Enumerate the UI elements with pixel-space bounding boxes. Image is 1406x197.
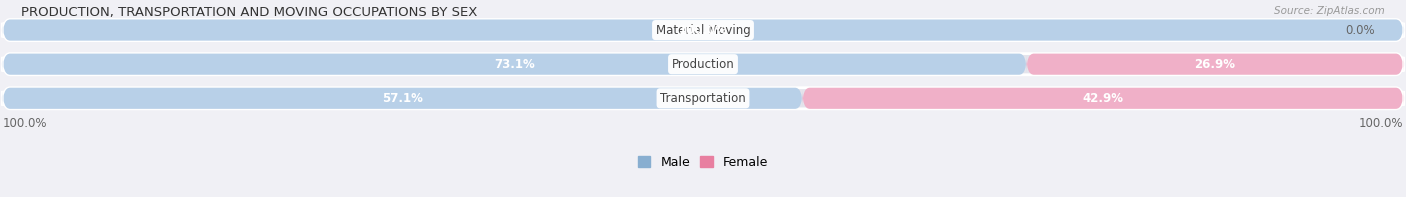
FancyBboxPatch shape: [1026, 54, 1403, 75]
Text: 100.0%: 100.0%: [679, 24, 727, 37]
FancyBboxPatch shape: [3, 20, 1403, 41]
Text: 26.9%: 26.9%: [1194, 58, 1236, 71]
FancyBboxPatch shape: [803, 88, 1403, 109]
Text: 0.0%: 0.0%: [1346, 24, 1375, 37]
FancyBboxPatch shape: [3, 88, 1403, 109]
FancyBboxPatch shape: [3, 54, 1403, 75]
Text: Production: Production: [672, 58, 734, 71]
FancyBboxPatch shape: [3, 54, 1026, 75]
Text: Transportation: Transportation: [661, 92, 745, 105]
Text: 42.9%: 42.9%: [1083, 92, 1123, 105]
Legend: Male, Female: Male, Female: [633, 151, 773, 174]
Text: 73.1%: 73.1%: [495, 58, 536, 71]
Text: 100.0%: 100.0%: [1358, 117, 1403, 130]
Text: 100.0%: 100.0%: [3, 117, 48, 130]
Text: Source: ZipAtlas.com: Source: ZipAtlas.com: [1274, 6, 1385, 16]
FancyBboxPatch shape: [3, 20, 1403, 41]
Text: Material Moving: Material Moving: [655, 24, 751, 37]
Text: 57.1%: 57.1%: [382, 92, 423, 105]
Text: PRODUCTION, TRANSPORTATION AND MOVING OCCUPATIONS BY SEX: PRODUCTION, TRANSPORTATION AND MOVING OC…: [21, 6, 478, 19]
FancyBboxPatch shape: [3, 88, 803, 109]
